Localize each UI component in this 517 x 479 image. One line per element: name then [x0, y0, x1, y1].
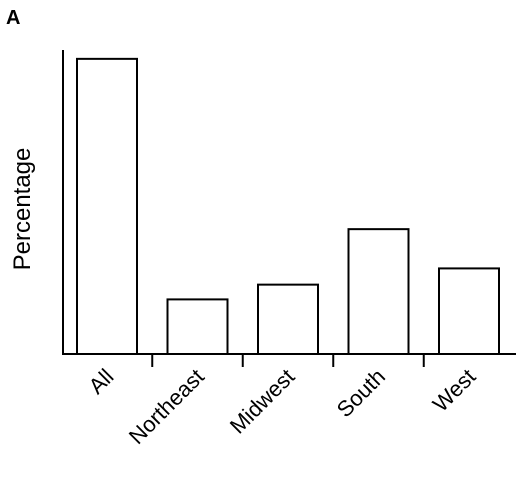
x-tick-label-midwest: Midwest	[225, 364, 300, 439]
x-tick-labels-group: All Northeast Midwest South West	[84, 364, 481, 449]
bar-south	[347, 228, 410, 355]
bars-group	[76, 57, 500, 356]
x-ticks-group	[151, 354, 425, 367]
bar-northeast	[166, 298, 229, 356]
y-axis-title: Percentage	[9, 148, 36, 271]
bar-west	[438, 267, 500, 356]
axes-group	[62, 50, 516, 355]
panel-label: A	[6, 7, 20, 29]
bar-midwest	[257, 283, 319, 355]
x-tick-label-northeast: Northeast	[124, 364, 209, 449]
x-tick-label-south: South	[332, 364, 390, 422]
x-tick-label-west: West	[428, 364, 481, 417]
bar-all	[76, 57, 138, 355]
x-tick-label-all: All	[84, 364, 119, 399]
